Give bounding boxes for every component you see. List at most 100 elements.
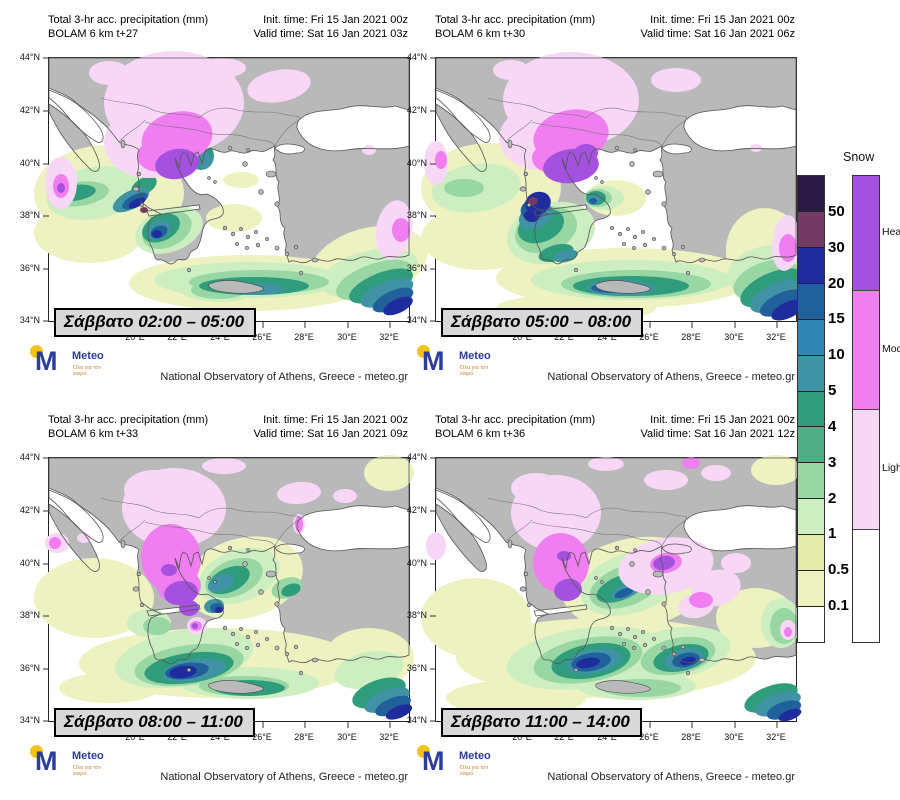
model-run-label: BOLAM 6 km t+27 — [48, 28, 139, 40]
precip-color-scale — [797, 175, 825, 643]
lat-label: 38°N — [406, 610, 427, 620]
logo-tagline: Όλα για τον καιρό — [73, 365, 102, 377]
lon-label: 28°E — [681, 332, 701, 342]
panel-header-right: Init. time: Fri 15 Jan 2021 00z Valid ti… — [253, 13, 408, 41]
precip-scale-value: 3 — [828, 454, 837, 471]
time-range-label: Σάββατο 05:00 – 08:00 — [441, 308, 644, 337]
panel-header-left: Total 3-hr acc. precipitation (mm) BOLAM… — [435, 13, 595, 41]
logo-sun-icon — [417, 745, 430, 758]
precip-map-svg — [34, 455, 414, 729]
logo-tagline: Όλα για τον καιρό — [73, 765, 102, 777]
attribution: National Observatory of Athens, Greece -… — [160, 771, 408, 783]
lat-label: 40°N — [19, 558, 40, 568]
lon-label: 30°E — [724, 732, 744, 742]
precip-scale-value: 20 — [828, 275, 845, 292]
panel-header-left: Total 3-hr acc. precipitation (mm) BOLAM… — [435, 413, 595, 441]
precip-scale-segment — [798, 462, 824, 499]
lat-label: 42°N — [406, 105, 427, 115]
logo-m-icon: M — [422, 346, 445, 376]
lon-label: 26°E — [639, 332, 659, 342]
lat-label: 42°N — [19, 105, 40, 115]
logo-m-icon: M — [35, 346, 58, 376]
lon-label: 20°E — [125, 732, 145, 742]
snow-scale-segment — [853, 408, 879, 529]
precip-scale-segment — [798, 606, 824, 642]
time-range-label: Σάββατο 11:00 – 14:00 — [441, 708, 642, 737]
panel-header-left: Total 3-hr acc. precipitation (mm) BOLAM… — [48, 413, 208, 441]
valid-time: Valid time: Sat 16 Jan 2021 12z — [640, 428, 795, 440]
lon-label: 32°E — [379, 332, 399, 342]
logo-sun-icon — [30, 745, 43, 758]
valid-time: Valid time: Sat 16 Jan 2021 06z — [640, 28, 795, 40]
lat-label: 34°N — [406, 315, 427, 325]
logo-sun-icon — [417, 345, 430, 358]
precip-title: Total 3-hr acc. precipitation (mm) — [48, 414, 209, 426]
meteo-logo: M Meteo Όλα για τον καιρό — [415, 344, 515, 388]
precip-title: Total 3-hr acc. precipitation (mm) — [435, 414, 596, 426]
lat-label: 36°N — [406, 263, 427, 273]
precip-scale-segment — [798, 176, 824, 211]
lon-label: 20°E — [125, 332, 145, 342]
lon-label: 24°E — [210, 332, 230, 342]
precip-scale-value: 30 — [828, 239, 845, 256]
precip-scale-segment — [798, 426, 824, 463]
meteo-logo: M Meteo Όλα για τον καιρό — [415, 744, 515, 788]
lon-label: 30°E — [724, 332, 744, 342]
precip-scale-value: 2 — [828, 490, 837, 507]
precip-field — [421, 455, 802, 722]
attribution: National Observatory of Athens, Greece -… — [547, 771, 795, 783]
snow-scale-segment — [853, 528, 879, 642]
precip-scale-segment — [798, 282, 824, 319]
lon-label: 22°E — [167, 332, 187, 342]
lon-label: 32°E — [766, 732, 786, 742]
legend: Snow 50 30 20 15 10 5 4 3 2 1 0.5 0.1 — [795, 140, 900, 660]
precip-scale-value: 10 — [828, 346, 845, 363]
lat-label: 44°N — [19, 452, 40, 462]
precip-map-svg — [421, 52, 807, 329]
lon-label: 26°E — [252, 332, 272, 342]
panel-t36: Total 3-hr acc. precipitation (mm) BOLAM… — [387, 400, 807, 800]
precip-scale-segment — [798, 210, 824, 247]
time-range-label: Σάββατο 08:00 – 11:00 — [54, 708, 255, 737]
precip-title: Total 3-hr acc. precipitation (mm) — [435, 14, 596, 26]
lon-label: 24°E — [597, 332, 617, 342]
init-time: Init. time: Fri 15 Jan 2021 00z — [650, 14, 795, 26]
logo-text: Meteo — [459, 750, 491, 762]
map-area — [34, 51, 428, 329]
snow-scale-label: Light — [882, 462, 900, 474]
precip-scale-segment — [798, 354, 824, 391]
lon-label: 20°E — [512, 332, 532, 342]
panel-header-right: Init. time: Fri 15 Jan 2021 00z Valid ti… — [640, 413, 795, 441]
lon-label: 28°E — [294, 732, 314, 742]
meteo-logo: M Meteo Όλα για τον καιρό — [28, 744, 128, 788]
snow-legend-title: Snow — [843, 150, 875, 164]
precip-scale-value: 0.1 — [828, 597, 849, 614]
lat-label: 36°N — [19, 663, 40, 673]
snow-scale-segment — [853, 176, 879, 291]
snow-scale-segment — [853, 290, 879, 409]
lon-label: 24°E — [597, 732, 617, 742]
map-area — [34, 455, 414, 729]
lat-label: 36°N — [406, 663, 427, 673]
lat-label: 40°N — [406, 558, 427, 568]
precip-scale-value: 1 — [828, 525, 837, 542]
map-area — [421, 455, 802, 729]
lat-label: 36°N — [19, 263, 40, 273]
lon-label: 26°E — [252, 732, 272, 742]
snow-scale-label: Moderate — [882, 343, 900, 355]
precip-scale-segment — [798, 318, 824, 355]
init-time: Init. time: Fri 15 Jan 2021 00z — [263, 14, 408, 26]
panel-header-right: Init. time: Fri 15 Jan 2021 00z Valid ti… — [253, 413, 408, 441]
init-time: Init. time: Fri 15 Jan 2021 00z — [650, 414, 795, 426]
lat-label: 44°N — [406, 52, 427, 62]
init-time: Init. time: Fri 15 Jan 2021 00z — [263, 414, 408, 426]
lon-label: 22°E — [167, 732, 187, 742]
lon-label: 24°E — [210, 732, 230, 742]
lon-label: 22°E — [554, 732, 574, 742]
lat-label: 34°N — [406, 715, 427, 725]
lon-label: 22°E — [554, 332, 574, 342]
lat-label: 44°N — [19, 52, 40, 62]
logo-text: Meteo — [459, 350, 491, 362]
lat-label: 34°N — [19, 315, 40, 325]
